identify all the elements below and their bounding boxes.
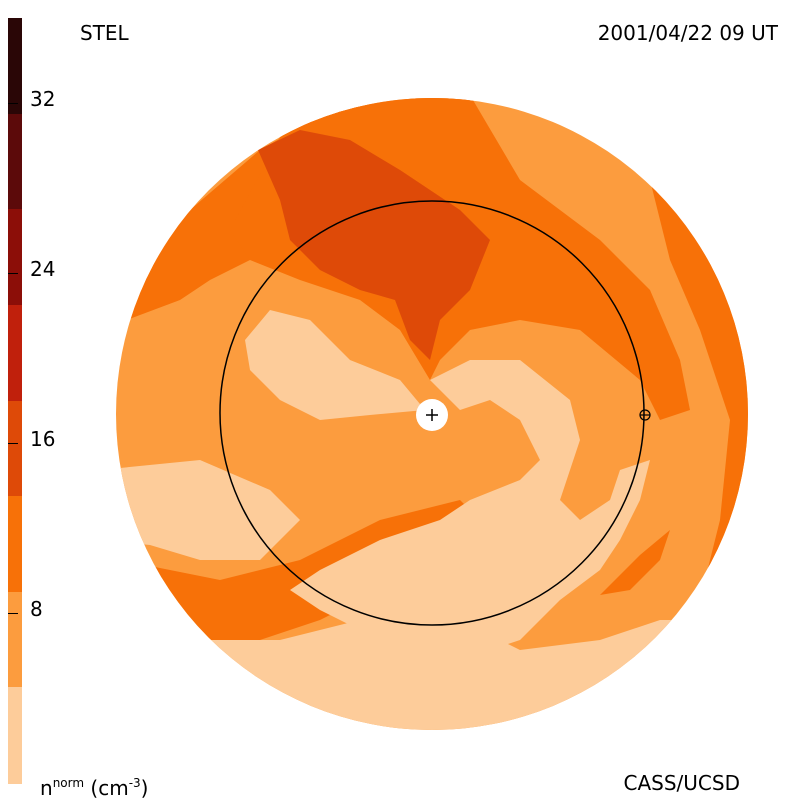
color-scale-swatch (8, 591, 22, 688)
density-region-low (245, 310, 425, 420)
unit-label: nnorm (cm-3) (40, 772, 148, 799)
color-scale-tick (8, 443, 18, 444)
unit-rest: (cm (90, 776, 129, 800)
color-scale-tick-label: 24 (30, 257, 56, 281)
sun-plus-icon (426, 409, 438, 421)
density-region-band (600, 530, 670, 595)
color-scale-swatch (8, 304, 22, 401)
color-scale-swatch (8, 113, 22, 210)
color-scale-tick (8, 103, 18, 104)
density-region-low (290, 360, 650, 660)
color-scale-tick (8, 273, 18, 274)
station-label: STEL (80, 21, 129, 45)
unit-sup: norm (52, 776, 85, 790)
color-scale-bar (8, 18, 22, 784)
density-region-band (120, 500, 480, 640)
color-scale-swatch (8, 400, 22, 497)
color-scale-swatch (8, 687, 22, 784)
earth-orbit-circle (219, 200, 645, 626)
unit-base: n (40, 776, 53, 800)
density-region-peak (258, 130, 490, 360)
color-scale-tick-label: 16 (30, 427, 56, 451)
color-scale-swatch (8, 18, 22, 115)
density-region-low (116, 460, 300, 560)
unit-exp: -3 (128, 776, 141, 790)
color-scale-tick (8, 613, 18, 614)
density-region-low (116, 610, 748, 730)
color-scale-tick-label: 32 (30, 87, 56, 111)
timestamp-label: 2001/04/22 09 UT (597, 21, 778, 45)
earth-marker-icon (639, 409, 651, 421)
color-scale-tick-label: 8 (30, 597, 43, 621)
color-scale-swatch (8, 209, 22, 306)
unit-close: ) (140, 776, 149, 800)
credit-label: CASS/UCSD (623, 771, 740, 795)
color-scale-swatch (8, 496, 22, 593)
